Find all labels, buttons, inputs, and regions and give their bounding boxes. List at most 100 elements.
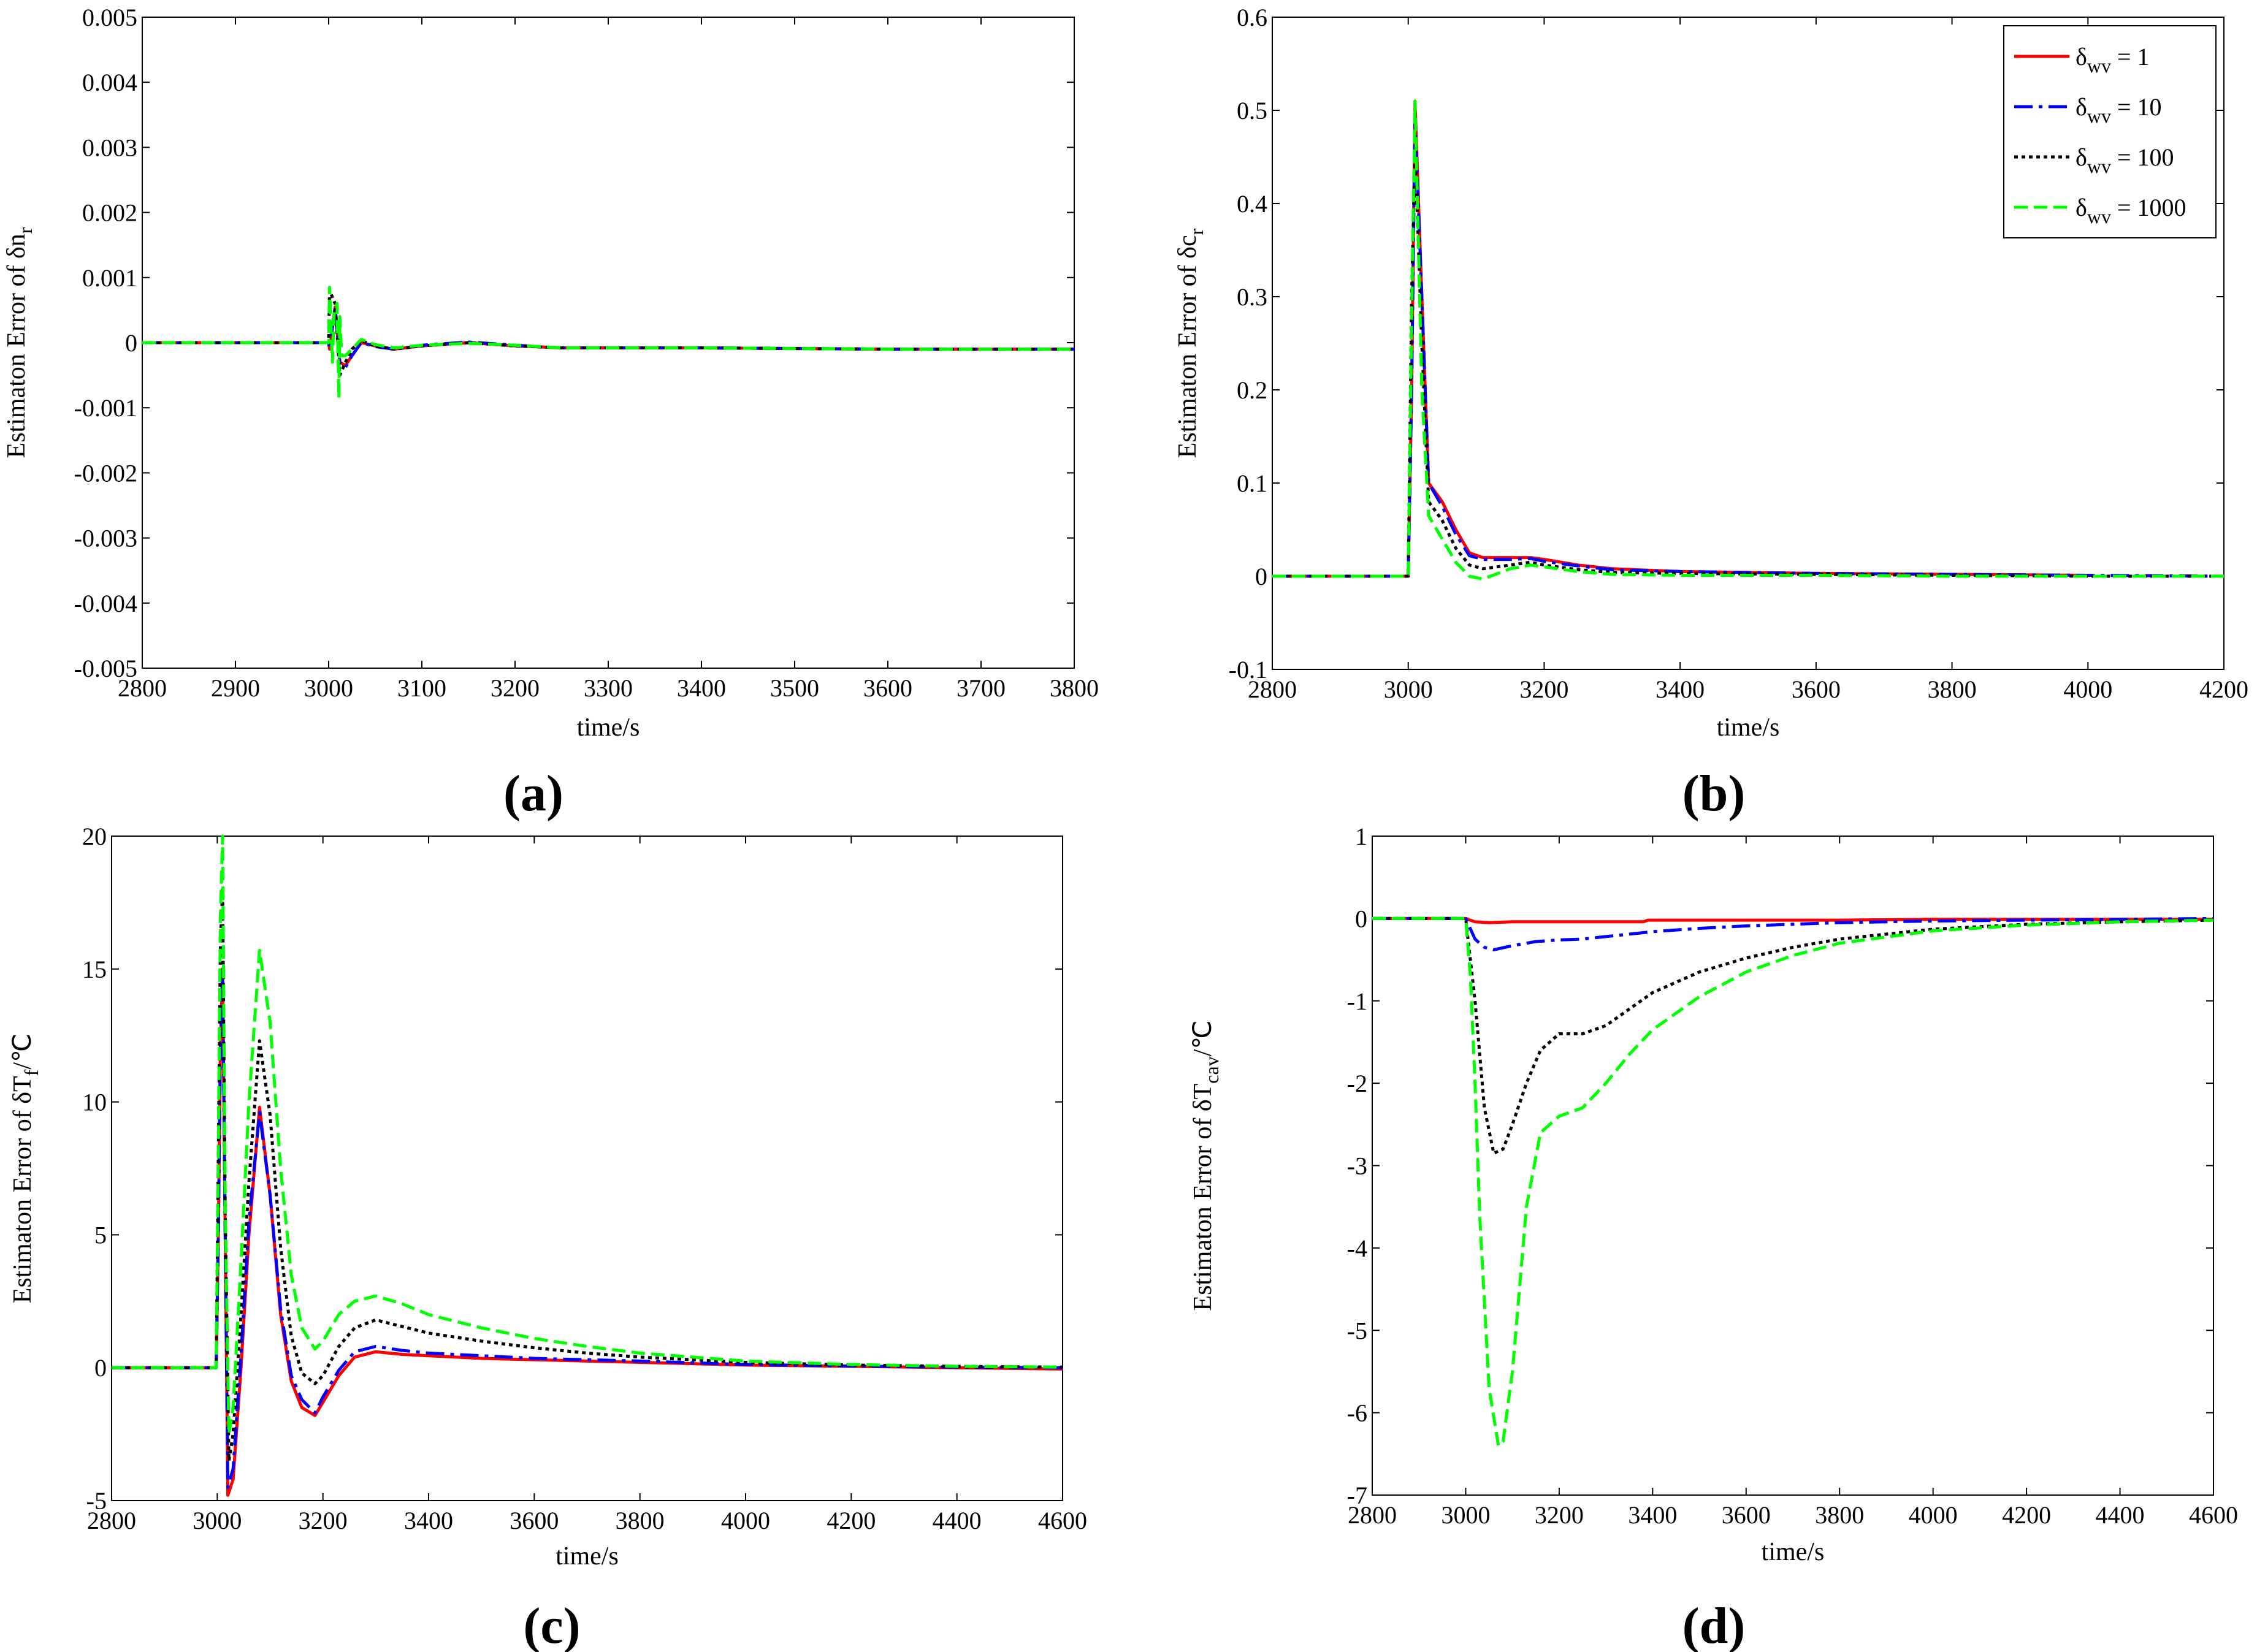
panel-b-xtick-label: 2800	[1248, 676, 1297, 703]
panel-d-ylabel-sub: cav	[1201, 1056, 1223, 1083]
panel-a-ytick-label: -0.002	[74, 459, 137, 487]
panel-a-xlabel: time/s	[577, 714, 640, 742]
panel-d-ylabel-tail: /℃	[1189, 1020, 1217, 1056]
panel-c-axes-frame	[111, 836, 1063, 1501]
panel-d-xtick-label: 4400	[2096, 1501, 2145, 1529]
panel-a-xtick-label: 3500	[770, 674, 819, 702]
panel-c: 2800 3000 3200 3400 3600 3800 4000 4200 4400 4600…	[9, 823, 1087, 1652]
panel-c-ytick-label: -5	[86, 1487, 107, 1515]
legend-entry-1: δwv = 1	[2076, 43, 2150, 77]
panel-b-ytick-label: 0.1	[1237, 470, 1267, 497]
panel-a-xtick-label: 3800	[1050, 674, 1099, 702]
panel-a-ylabel-main: Estimaton Error of δn	[2, 234, 31, 458]
panel-b-ytick-label: 0.5	[1237, 97, 1267, 124]
panel-a-xtick-label: 2900	[211, 674, 260, 702]
panel-a-ytick-label: -0.001	[74, 394, 137, 422]
panel-b-xtick-label: 4000	[2063, 676, 2112, 703]
panel-a-ytick-label: 0.003	[82, 134, 137, 161]
panel-c-ylabel-tail: /℃	[9, 1033, 37, 1070]
panel-d-xtick-label: 4000	[1909, 1501, 1958, 1529]
panel-c-xtick-label: 4400	[933, 1507, 982, 1534]
panel-d-ytick-label: -4	[1347, 1235, 1367, 1262]
legend-value: = 100	[2111, 143, 2174, 171]
panel-d-xtick-label: 3400	[1628, 1501, 1677, 1529]
panel-c-ylabel: Estimaton Error of δTf/℃	[9, 1033, 42, 1303]
panel-d-ytick-label: -5	[1347, 1317, 1367, 1344]
panel-c-ytick-label: 5	[94, 1221, 107, 1249]
panel-b-xtick-label: 4200	[2199, 676, 2248, 703]
panel-a-xtick-label: 3600	[863, 674, 912, 702]
panel-b: 2800 3000 3200 3400 3600 3800 4000 4200 -0.1 0 0.1…	[1174, 4, 2248, 822]
panel-a-xtick-label: 3200	[491, 674, 540, 702]
panel-d-xtick-label: 3600	[1722, 1501, 1771, 1529]
panel-a-xtick-label: 3100	[397, 674, 446, 702]
panel-a: 2800 2900 3000 3100 3200 3300 3400 3500 3600 3700…	[2, 4, 1099, 822]
panel-d-series-3-line	[1372, 916, 2214, 1155]
panel-b-ytick-label: 0.6	[1237, 4, 1267, 31]
panel-a-ytick-label: 0.002	[82, 199, 137, 227]
legend-value: = 1	[2111, 43, 2150, 70]
panel-b-xlabel: time/s	[1717, 714, 1780, 742]
panel-a-ytick-label: -0.004	[74, 590, 137, 617]
panel-d-ytick-label: 0	[1355, 905, 1367, 932]
legend-value: = 1000	[2111, 194, 2186, 221]
panel-a-ytick-label: -0.005	[74, 655, 137, 682]
legend-box	[2003, 25, 2217, 238]
legend-entry-3: δwv = 100	[2076, 143, 2174, 177]
panel-d-series-2-line	[1372, 916, 2214, 951]
panel-a-xtick-label: 3300	[584, 674, 633, 702]
panel-b-xtick-label: 3200	[1519, 676, 1568, 703]
panel-d-xtick-label: 3800	[1815, 1501, 1864, 1529]
panel-c-ytick-label: 10	[82, 1089, 107, 1116]
panel-c-xtick-label: 3200	[299, 1507, 348, 1534]
panel-d-xtick-label: 2800	[1348, 1501, 1397, 1529]
panel-c-xtick-label: 3800	[616, 1507, 665, 1534]
panel-c-ytick-label: 15	[82, 956, 107, 983]
legend-symbol: δ	[2076, 143, 2087, 171]
panel-a-ytick-label: 0.001	[82, 264, 137, 292]
panel-d-ytick-label: -7	[1347, 1482, 1367, 1509]
panel-c-xtick-label: 4000	[721, 1507, 770, 1534]
panel-b-series-4-line	[1272, 99, 2224, 581]
legend-sub: wv	[2087, 105, 2111, 127]
panel-d-xtick-label: 3200	[1535, 1501, 1584, 1529]
panel-b-ytick-label: 0.4	[1237, 190, 1267, 218]
legend-sub: wv	[2087, 155, 2111, 177]
legend-sub: wv	[2087, 55, 2111, 77]
panel-b-ylabel-main: Estimaton Error of δc	[1174, 235, 1202, 458]
panel-a-series-4-line	[142, 286, 1074, 400]
panel-c-tag: (c)	[523, 1597, 580, 1652]
panel-b-ylabel: Estimaton Error of δcr	[1174, 228, 1207, 458]
panel-b-xtick-label: 3600	[1792, 676, 1841, 703]
panel-b-ylabel-sub: r	[1185, 228, 1207, 235]
panel-b-ytick-label: 0	[1255, 563, 1267, 590]
panel-a-xtick-label: 3700	[957, 674, 1006, 702]
panel-a-tag: (a)	[503, 765, 563, 822]
panel-d-xlabel: time/s	[1762, 1538, 1825, 1566]
panel-b-ytick-label: 0.2	[1237, 376, 1267, 404]
panel-b-xtick-label: 3800	[1928, 676, 1977, 703]
panel-d-ytick-label: 1	[1355, 823, 1367, 850]
panel-c-ylabel-sub: f	[20, 1069, 42, 1076]
panel-c-series-3-line	[112, 888, 1063, 1463]
panel-b-tag: (b)	[1682, 765, 1746, 822]
legend-entry-2: δwv = 10	[2076, 93, 2162, 127]
legend-sub: wv	[2087, 205, 2111, 227]
panel-c-xtick-label: 4200	[827, 1507, 876, 1534]
panel-b-ytick-label: 0.3	[1237, 283, 1267, 311]
panel-d-xtick-label: 3000	[1441, 1501, 1490, 1529]
panel-d-ytick-label: -1	[1347, 988, 1367, 1015]
panel-c-xtick-label: 3000	[193, 1507, 242, 1534]
panel-a-ylabel: Estimaton Error of δnr	[2, 227, 36, 458]
panel-c-xtick-label: 3400	[404, 1507, 453, 1534]
legend-symbol: δ	[2076, 194, 2087, 221]
panel-d: 2800 3000 3200 3400 3600 3800 4000 4200 4400 4600…	[1189, 823, 2238, 1652]
panel-d-ytick-label: -2	[1347, 1070, 1367, 1097]
panel-d-ylabel-main: Estimaton Error of δT	[1189, 1084, 1217, 1311]
panel-a-ytick-label: 0.004	[82, 69, 137, 96]
panel-a-ytick-label: 0	[125, 329, 137, 357]
panel-c-ytick-label: 20	[82, 823, 107, 850]
panel-b-ytick-label: -0.1	[1229, 656, 1267, 683]
